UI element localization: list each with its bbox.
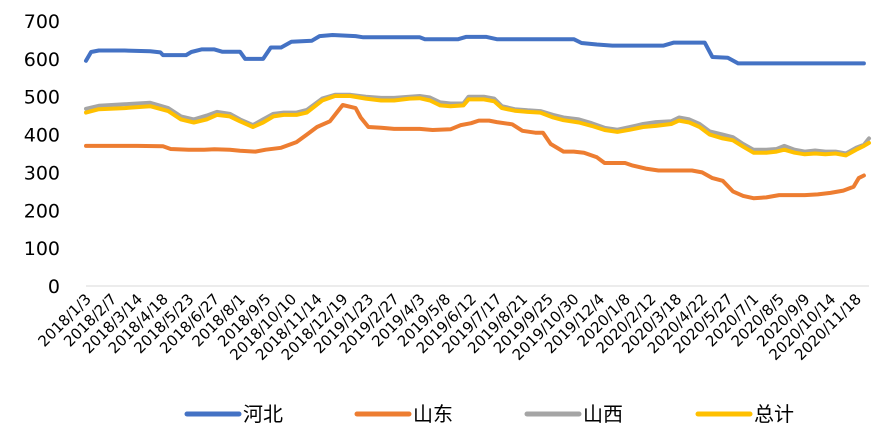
legend-label: 山西 (583, 402, 623, 426)
series-lines (84, 33, 871, 201)
y-tick-label: 0 (48, 276, 60, 298)
series-line-1 (84, 103, 866, 201)
legend-label: 总计 (754, 402, 794, 426)
x-axis-ticks: 2018/1/32018/2/72018/3/142018/4/182018/5… (34, 290, 865, 364)
y-axis-ticks: 0 100 200 300 400 500 600 700 (24, 11, 60, 298)
y-tick-label: 400 (24, 125, 60, 147)
legend: 河北 山东 山西 总计 (184, 402, 794, 426)
series-line-0 (84, 33, 866, 66)
y-tick-label: 500 (24, 87, 60, 109)
series-line-3 (84, 94, 871, 158)
y-tick-label: 600 (24, 49, 60, 71)
y-tick-label: 700 (24, 11, 60, 33)
legend-label: 山东 (413, 402, 453, 426)
series-line-2 (84, 92, 871, 156)
y-tick-label: 200 (24, 200, 60, 222)
legend-label: 河北 (243, 402, 283, 426)
y-tick-label: 100 (24, 238, 60, 260)
y-tick-label: 300 (24, 162, 60, 184)
